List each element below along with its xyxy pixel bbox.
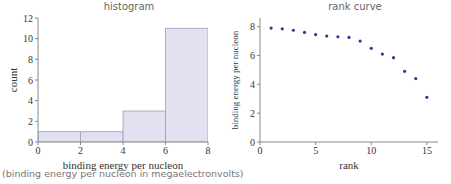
svg-text:15: 15 bbox=[422, 145, 432, 156]
svg-text:count: count bbox=[8, 68, 19, 92]
svg-text:10: 10 bbox=[23, 33, 33, 44]
svg-text:6: 6 bbox=[163, 145, 168, 156]
svg-text:4: 4 bbox=[28, 95, 33, 106]
svg-text:2: 2 bbox=[250, 108, 255, 119]
svg-text:0: 0 bbox=[258, 145, 263, 156]
svg-text:0: 0 bbox=[28, 137, 33, 148]
svg-text:6: 6 bbox=[28, 75, 33, 86]
html-text:rank curve: rank curve bbox=[328, 1, 382, 12]
svg-text:2: 2 bbox=[28, 116, 33, 127]
svg-text:0: 0 bbox=[250, 137, 255, 148]
svg-text:binding energy per nucleon: binding energy per nucleon bbox=[230, 30, 240, 129]
svg-text:6: 6 bbox=[250, 50, 255, 61]
svg-text:4: 4 bbox=[250, 79, 255, 90]
svg-text:4: 4 bbox=[121, 145, 126, 156]
svg-text:10: 10 bbox=[366, 145, 376, 156]
html-text:(binding energy per nucleon in: (binding energy per nucleon in megaelect… bbox=[2, 168, 244, 179]
svg-text:8: 8 bbox=[28, 54, 33, 65]
svg-text:8: 8 bbox=[206, 145, 211, 156]
svg-text:5: 5 bbox=[313, 145, 318, 156]
svg-text:rank: rank bbox=[339, 159, 359, 171]
svg-text:binding energy per nucleon: binding energy per nucleon bbox=[62, 159, 184, 171]
svg-text:0: 0 bbox=[36, 145, 41, 156]
svg-text:2: 2 bbox=[78, 145, 83, 156]
svg-text:8: 8 bbox=[250, 21, 255, 32]
html-text:histogram: histogram bbox=[103, 1, 155, 12]
svg-text:12: 12 bbox=[23, 14, 33, 24]
